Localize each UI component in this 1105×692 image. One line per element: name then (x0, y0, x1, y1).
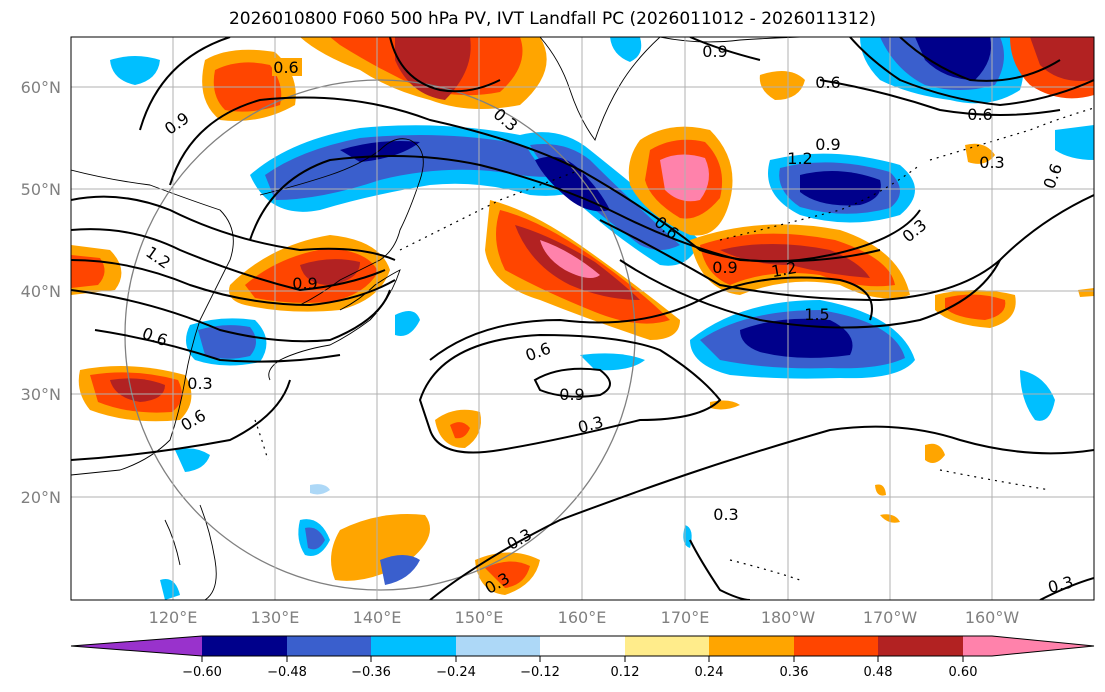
lat-label: 40°N (21, 282, 61, 301)
lon-label: 130°E (251, 608, 300, 627)
colorbar-tick-label: 0.60 (949, 665, 978, 680)
lat-label: 20°N (21, 488, 61, 507)
colorbar-segment (794, 636, 878, 656)
lon-label: 160°W (965, 608, 1020, 627)
contour-label: 1.2 (787, 149, 812, 168)
gridlines (71, 37, 1094, 600)
lon-label: 180°W (761, 608, 816, 627)
contour-label: 0.9 (702, 42, 727, 61)
contour-label: 1.5 (804, 305, 829, 324)
colorbar-extend-low (71, 636, 202, 656)
lat-labels: 60°N 50°N 40°N 30°N 20°N (21, 78, 61, 507)
colorbar-tick-label: −0.60 (182, 665, 222, 680)
coastlines (71, 37, 801, 600)
shading-layer (71, 37, 1094, 600)
lon-label: 140°E (353, 608, 402, 627)
plot-frame (70, 36, 1095, 601)
contour-label: 0.9 (815, 135, 840, 154)
colorbar-segment (456, 636, 540, 656)
lon-label: 120°E (149, 608, 198, 627)
colorbar-tick-label: −0.12 (520, 665, 560, 680)
island-chains (254, 107, 1094, 581)
colorbar-segment (371, 636, 456, 656)
contour-label: 0.3 (713, 505, 738, 524)
contour-label: 0.3 (187, 374, 212, 393)
colorbar-segment (878, 636, 963, 656)
colorbar-tick-label: 0.24 (695, 665, 724, 680)
colorbar-segment (287, 636, 371, 656)
colorbar-tick-label: 0.12 (611, 665, 640, 680)
colorbar-segment (540, 636, 625, 656)
colorbar-extend-high (992, 636, 1094, 656)
lat-label: 30°N (21, 385, 61, 404)
contour-label: 0.6 (967, 105, 992, 124)
map-title: 2026010800 F060 500 hPa PV, IVT Landfall… (228, 9, 876, 29)
colorbar-tick-label: −0.36 (351, 665, 391, 680)
contour-label: 0.9 (712, 258, 737, 277)
colorbar: −0.60 −0.48 −0.36 −0.24 −0.12 0.12 0.24 … (70, 635, 1095, 680)
contour-label: 0.9 (292, 274, 317, 293)
contour-label: 0.9 (559, 385, 584, 404)
contour-label: 0.6 (273, 58, 298, 77)
colorbar-segment (963, 636, 992, 656)
contour-label: 0.3 (979, 153, 1004, 172)
lat-label: 60°N (21, 78, 61, 97)
colorbar-segment (709, 636, 794, 656)
colorbar-segment (202, 636, 287, 656)
colorbar-tick-label: −0.24 (436, 665, 476, 680)
lon-label: 150°E (455, 608, 504, 627)
lon-label: 170°W (863, 608, 918, 627)
contour-label: 1.2 (770, 258, 798, 281)
lon-label: 170°E (661, 608, 710, 627)
ivt-contours (71, 37, 1094, 600)
colorbar-tick-label: 0.48 (864, 665, 893, 680)
lat-label: 50°N (21, 180, 61, 199)
colorbar-tick-label: −0.48 (267, 665, 307, 680)
colorbar-segment (625, 636, 709, 656)
contour-label: 0.6 (815, 73, 840, 92)
lon-labels: 120°E 130°E 140°E 150°E 160°E 170°E 180°… (149, 608, 1020, 627)
colorbar-tick-label: 0.36 (780, 665, 809, 680)
lon-label: 160°E (558, 608, 607, 627)
